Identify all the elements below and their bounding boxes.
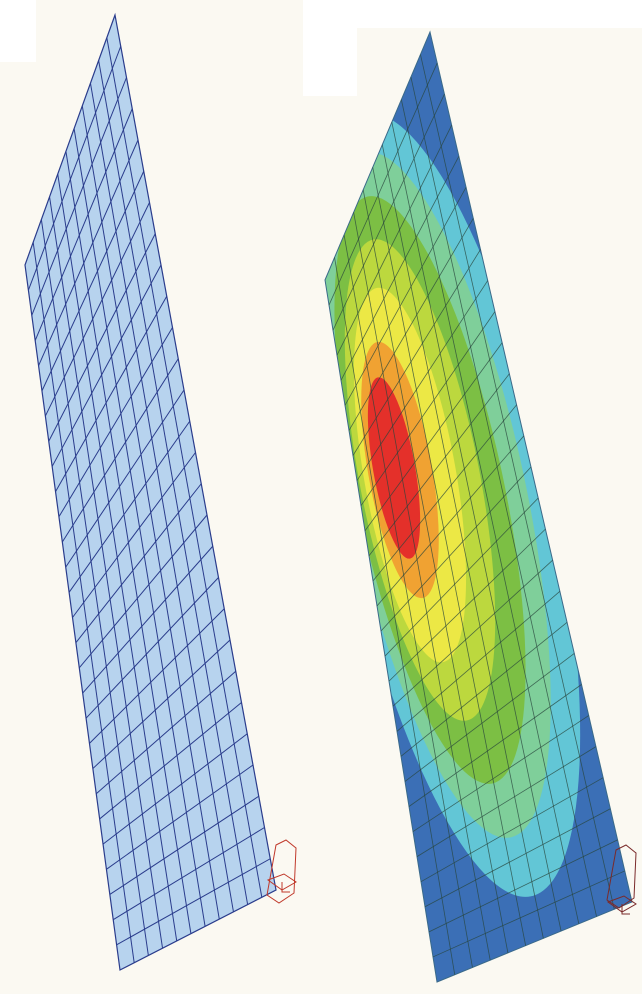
blank-strip bbox=[303, 0, 642, 28]
blank-corner bbox=[0, 0, 36, 62]
page: {} (() => { const ns = 'http://www.w3.or… bbox=[0, 0, 642, 994]
scene bbox=[0, 0, 642, 994]
blank-corner bbox=[303, 28, 357, 96]
